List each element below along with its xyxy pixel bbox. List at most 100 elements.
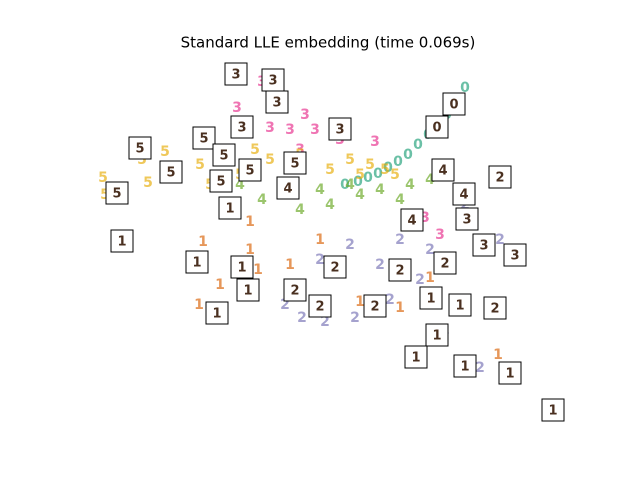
thumbnail-box xyxy=(308,294,332,318)
thumbnail-box xyxy=(541,398,565,422)
thumbnail-box xyxy=(230,115,254,139)
digit-point: 3 xyxy=(310,122,320,138)
thumbnail-box xyxy=(224,62,248,86)
digit-point: 2 xyxy=(495,232,505,248)
digit-point: 2 xyxy=(315,252,325,268)
thumbnail-digit: 2 xyxy=(495,171,504,186)
thumbnail-digit: 3 xyxy=(231,68,240,83)
thumbnail-digit: 4 xyxy=(283,182,292,197)
digit-point: 0 xyxy=(373,166,383,182)
thumbnail-digit: 2 xyxy=(395,264,404,279)
digit-point: 5 xyxy=(160,144,170,160)
digit-point: 4 xyxy=(315,182,325,198)
digit-point: 5 xyxy=(195,157,205,173)
digit-point: 1 xyxy=(395,300,405,316)
digit-point: 4 xyxy=(325,197,335,213)
thumbnail-digit: 1 xyxy=(548,404,557,419)
thumbnail-box xyxy=(483,296,507,320)
thumbnail-digit: 1 xyxy=(225,202,234,217)
thumbnail-box xyxy=(218,196,242,220)
digit-point: 2 xyxy=(395,232,405,248)
digit-point: 0 xyxy=(383,160,393,176)
thumbnail-box xyxy=(425,323,449,347)
digit-point: 1 xyxy=(245,214,255,230)
thumbnail-box xyxy=(498,361,522,385)
digit-point: 3 xyxy=(420,210,430,226)
thumbnail-digit: 5 xyxy=(245,164,254,179)
digit-point: 2 xyxy=(297,310,307,326)
chart-title: Standard LLE embedding (time 0.069s) xyxy=(181,34,476,52)
digit-point: 4 xyxy=(295,202,305,218)
thumbnail-digit: 4 xyxy=(438,164,447,179)
digit-point: 5 xyxy=(355,167,365,183)
thumbnail-digit: 5 xyxy=(290,157,299,172)
digit-point: 0 xyxy=(340,177,350,193)
thumbnail-digit: 1 xyxy=(212,307,221,322)
digit-point: 4 xyxy=(425,172,435,188)
digit-point: 4 xyxy=(395,192,405,208)
thumbnail-digit: 4 xyxy=(407,214,416,229)
digit-point: 5 xyxy=(390,167,400,183)
thumbnail-digit: 3 xyxy=(268,74,277,89)
thumbnail-box xyxy=(238,158,262,182)
digit-point: 2 xyxy=(350,310,360,326)
thumbnail-box xyxy=(433,251,457,275)
digit-point: 0 xyxy=(460,80,470,96)
digit-point: 0 xyxy=(403,147,413,163)
digit-point: 5 xyxy=(98,170,108,186)
thumbnail-digit: 2 xyxy=(315,300,324,315)
digit-point: 5 xyxy=(380,162,390,178)
thumbnail-box xyxy=(192,126,216,150)
thumbnail-digit: 1 xyxy=(192,256,201,271)
thumbnail-box xyxy=(185,250,209,274)
thumbnail-digit: 5 xyxy=(135,142,144,157)
digit-point: 2 xyxy=(425,242,435,258)
thumbnail-digit: 4 xyxy=(459,188,468,203)
thumbnail-box xyxy=(265,90,289,114)
digit-point: 1 xyxy=(425,270,435,286)
digit-point: 1 xyxy=(285,257,295,273)
thumbnail-digit: 2 xyxy=(490,302,499,317)
thumbnail-digit: 1 xyxy=(460,360,469,375)
digit-point: 4 xyxy=(235,177,245,193)
thumbnail-box xyxy=(453,354,477,378)
thumbnail-box xyxy=(448,293,472,317)
thumbnail-box xyxy=(488,165,512,189)
thumbnail-digit: 2 xyxy=(370,300,379,315)
thumbnail-digit: 5 xyxy=(219,149,228,164)
thumbnail-digit: 1 xyxy=(505,367,514,382)
thumbnail-digit: 1 xyxy=(411,351,420,366)
digit-point: 3 xyxy=(285,122,295,138)
thumbnail-box xyxy=(431,158,455,182)
thumbnail-box xyxy=(452,182,476,206)
thumbnail-digit: 5 xyxy=(166,166,175,181)
digit-point: 3 xyxy=(370,134,380,150)
thumbnail-digit: 1 xyxy=(237,261,246,276)
thumbnail-digit: 5 xyxy=(112,187,121,202)
thumbnail-box xyxy=(472,233,496,257)
thumbnail-digit: 5 xyxy=(199,132,208,147)
thumbnail-box xyxy=(425,115,449,139)
thumbnail-digit: 3 xyxy=(479,239,488,254)
thumbnail-digit: 1 xyxy=(117,235,126,250)
thumbnail-digit: 2 xyxy=(290,284,299,299)
thumbnail-digit: 2 xyxy=(440,257,449,272)
digit-point: 2 xyxy=(375,257,385,273)
digit-point: 4 xyxy=(405,177,415,193)
thumbnail-digit: 1 xyxy=(455,299,464,314)
thumbnail-digit: 5 xyxy=(216,175,225,190)
digit-point: 2 xyxy=(385,292,395,308)
thumbnail-digit: 3 xyxy=(237,121,246,136)
thumbnail-digit: 3 xyxy=(335,123,344,138)
thumbnail-box xyxy=(328,117,352,141)
thumbnail-box xyxy=(388,258,412,282)
digit-point: 1 xyxy=(355,294,365,310)
thumbnail-box xyxy=(236,278,260,302)
thumbnail-digit: 1 xyxy=(243,284,252,299)
digit-point: 1 xyxy=(253,262,263,278)
thumbnail-box xyxy=(105,181,129,205)
thumbnail-digit: 0 xyxy=(449,98,458,113)
digit-point: 5 xyxy=(143,175,153,191)
digit-point: 4 xyxy=(345,177,355,193)
